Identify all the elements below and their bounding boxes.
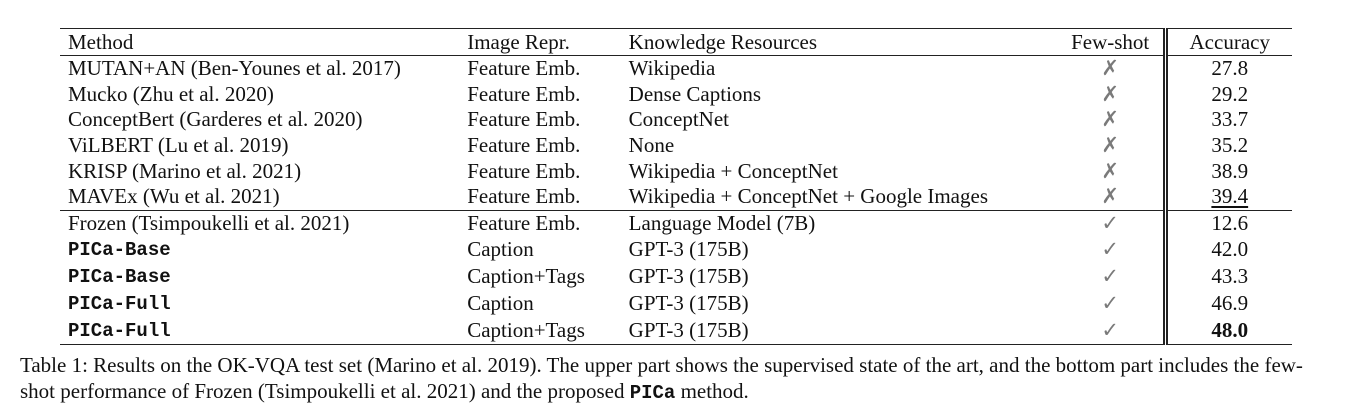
method-name-mono: PICa-Base [68, 266, 171, 289]
image-repr-cell: Caption [467, 237, 534, 262]
table-row: Frozen (Tsimpoukelli et al. 2021) Featur… [60, 209, 1292, 237]
knowledge-cell: None [628, 133, 675, 158]
method-cell: MUTAN+AN (Ben-Younes et al. 2017) [68, 56, 401, 81]
image-repr-cell: Feature Emb. [467, 56, 581, 81]
accuracy-cell: 12.6 [1162, 209, 1292, 237]
accuracy-underlined: 39.4 [1211, 184, 1249, 209]
table-row: KRISP (Marino et al. 2021) Feature Emb. … [60, 158, 1292, 184]
knowledge-cell: Wikipedia + ConceptNet [628, 158, 838, 183]
accuracy-cell: 29.2 [1162, 81, 1292, 108]
image-repr-cell: Feature Emb. [467, 184, 581, 209]
accuracy-cell: 39.4 [1162, 183, 1292, 211]
image-repr-cell: Caption [467, 291, 534, 316]
caption-text-end: method. [675, 379, 749, 403]
knowledge-cell: GPT-3 (175B) [628, 264, 749, 289]
method-cell: PICa-Base [60, 263, 467, 290]
method-cell: PICa-Full [60, 290, 467, 317]
method-name-mono: PICa-Full [68, 293, 171, 316]
method-cell: ConceptBert (Garderes et al. 2020) [68, 107, 363, 132]
accuracy-cell: 33.7 [1162, 107, 1292, 133]
accuracy-best: 48.0 [1211, 318, 1249, 343]
cross-mark-icon: ✗ [1101, 81, 1119, 106]
table-row: PICa-Full Caption GPT-3 (175B) ✓ 46.9 [60, 290, 1292, 318]
table-row: PICa-Base Caption GPT-3 (175B) ✓ 42.0 [60, 236, 1292, 264]
header-accuracy: Accuracy [1162, 28, 1292, 56]
image-repr-cell: Caption+Tags [467, 264, 585, 289]
cross-mark-icon: ✗ [1101, 184, 1119, 209]
results-table: Method Image Repr. Knowledge Resources F… [60, 28, 1292, 346]
method-cell: KRISP (Marino et al. 2021) [68, 158, 302, 183]
accuracy-cell: 46.9 [1162, 290, 1292, 318]
image-repr-cell: Feature Emb. [467, 158, 581, 183]
accuracy-cell: 38.9 [1162, 158, 1292, 184]
accuracy-cell: 48.0 [1162, 317, 1292, 346]
image-repr-cell: Caption+Tags [467, 317, 629, 346]
table-caption: Table 1: Results on the OK-VQA test set … [20, 352, 1336, 406]
check-mark-icon: ✓ [1057, 209, 1165, 237]
image-repr-cell: Feature Emb. [467, 107, 581, 132]
image-repr-cell: Feature Emb. [467, 209, 629, 237]
method-cell: Frozen (Tsimpoukelli et al. 2021) [60, 209, 468, 237]
method-cell: PICa-Full [60, 317, 468, 346]
method-cell: MAVEx (Wu et al. 2021) [68, 184, 280, 209]
cross-mark-icon: ✗ [1101, 133, 1119, 158]
check-mark-icon: ✓ [1101, 291, 1119, 316]
table-row: PICa-Full Caption+Tags GPT-3 (175B) ✓ 48… [60, 317, 1292, 346]
accuracy-cell: 43.3 [1162, 263, 1292, 291]
method-cell: ViLBERT (Lu et al. 2019) [68, 133, 289, 158]
header-method: Method [60, 28, 468, 56]
table-row: ViLBERT (Lu et al. 2019) Feature Emb. No… [60, 132, 1292, 159]
method-name-mono: PICa-Full [68, 320, 171, 343]
knowledge-cell: Wikipedia [628, 56, 716, 81]
knowledge-cell: Wikipedia + ConceptNet + Google Images [628, 184, 988, 209]
table-header-row: Method Image Repr. Knowledge Resources F… [60, 28, 1292, 56]
image-repr-cell: Feature Emb. [467, 133, 581, 158]
header-image-repr: Image Repr. [467, 28, 629, 56]
check-mark-icon: ✓ [1057, 317, 1165, 346]
caption-text: Results on the OK-VQA test set (Marino e… [20, 353, 1303, 403]
knowledge-cell: GPT-3 (175B) [628, 317, 1058, 346]
header-few-shot: Few-shot [1057, 28, 1165, 56]
image-repr-cell: Feature Emb. [467, 81, 581, 106]
table-row: Mucko (Zhu et al. 2020) Feature Emb. Den… [60, 81, 1292, 108]
knowledge-cell: Language Model (7B) [628, 209, 1058, 237]
table-row: PICa-Base Caption+Tags GPT-3 (175B) ✓ 43… [60, 263, 1292, 291]
accuracy-cell: 27.8 [1162, 55, 1292, 82]
caption-label: Table 1: [20, 353, 88, 377]
cross-mark-icon: ✗ [1101, 107, 1119, 132]
caption-method-name: PICa [629, 382, 676, 404]
header-knowledge-resources: Knowledge Resources [628, 28, 1058, 56]
check-mark-icon: ✓ [1101, 237, 1119, 262]
method-cell: Mucko (Zhu et al. 2020) [68, 81, 274, 106]
accuracy-cell: 42.0 [1162, 236, 1292, 264]
cross-mark-icon: ✗ [1101, 56, 1119, 81]
table-row: MAVEx (Wu et al. 2021) Feature Emb. Wiki… [60, 183, 1292, 211]
method-name-mono: PICa-Base [68, 239, 171, 262]
cross-mark-icon: ✗ [1101, 158, 1119, 183]
table-row: MUTAN+AN (Ben-Younes et al. 2017) Featur… [60, 55, 1292, 82]
knowledge-cell: GPT-3 (175B) [628, 237, 749, 262]
table-row: ConceptBert (Garderes et al. 2020) Featu… [60, 107, 1292, 133]
check-mark-icon: ✓ [1101, 264, 1119, 289]
knowledge-cell: GPT-3 (175B) [628, 291, 749, 316]
knowledge-cell: Dense Captions [628, 81, 762, 106]
method-cell: PICa-Base [60, 236, 467, 263]
accuracy-cell: 35.2 [1162, 132, 1292, 159]
knowledge-cell: ConceptNet [628, 107, 729, 132]
